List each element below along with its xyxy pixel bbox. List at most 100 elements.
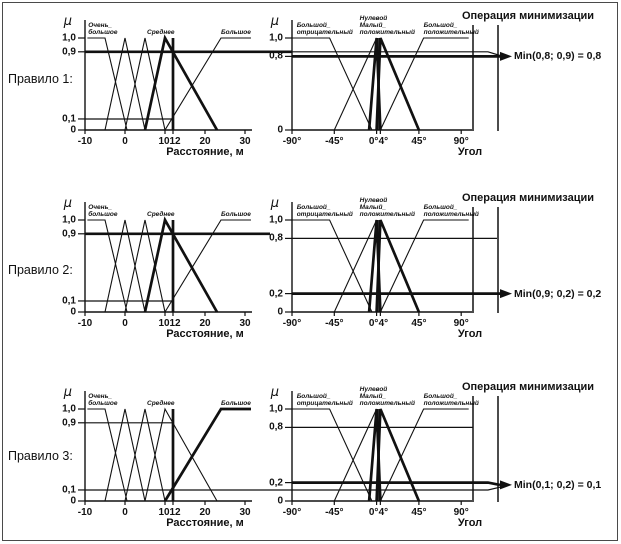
rule-3-label: Правило 3: xyxy=(8,449,73,463)
r3-angle-curve-label: Малый_ xyxy=(359,393,387,400)
r3-angle-curve-label: отрицательный xyxy=(296,400,353,407)
r3-angle-y-tick-label: 0,2 xyxy=(269,477,283,489)
r1-angle-x-tick-label: 4° xyxy=(378,136,389,147)
r1-angle-y-tick-label: 1,0 xyxy=(269,32,283,44)
r3-distance-curve-label: большое xyxy=(88,400,118,407)
r3-angle-fn-malyy-polozhitelnyy xyxy=(375,408,421,502)
r1-distance-y-tick-label: 0,9 xyxy=(62,46,76,58)
rule-1-min-result: Min(0,8; 0,9) = 0,8 xyxy=(514,50,602,63)
r3-angle-x-tick-label: -90° xyxy=(282,507,302,518)
r3-distance-y-tick-label: 0,1 xyxy=(62,484,76,496)
r2-distance-fn-bolshoe xyxy=(164,219,251,313)
r1-angle-axis-caption: Угол xyxy=(457,146,483,158)
r1-activation-line-1 xyxy=(292,51,501,57)
rule-2-min-result: Min(0,9; 0,2) = 0,2 xyxy=(514,287,602,300)
r2-angle-curve-label: Нулевой xyxy=(359,197,388,204)
r3-distance-fn-triangle-peak-0 xyxy=(104,408,146,502)
r3-angle-x-tick-label: 0° xyxy=(368,507,379,518)
r3-distance-x-tick-label: 30 xyxy=(239,507,251,518)
r2-angle-x-tick-label: -90° xyxy=(282,318,302,329)
r2-angle-x-tick-label: 4° xyxy=(378,318,389,329)
r1-angle-curve-label: положительный xyxy=(359,29,415,36)
r2-distance-axis-caption: Расстояние, м xyxy=(166,328,244,340)
r2-distance-y-tick-label: 0,1 xyxy=(62,295,76,307)
r3-angle-x-tick-label: 4° xyxy=(378,507,389,518)
r3-angle-fn-bolshoy-polozhitelnyy xyxy=(379,408,469,502)
rule-1-group xyxy=(78,20,512,134)
r1-distance-curve-label: Большое xyxy=(221,29,251,36)
r1-angle-curve-label: Малый_ xyxy=(359,22,387,29)
r1-angle-x-tick-label: -45° xyxy=(325,136,344,147)
r2-distance-x-tick-label: 12 xyxy=(169,318,181,329)
r1-distance-x-tick-label: -10 xyxy=(77,136,93,147)
r3-distance-x-tick-label: 10 xyxy=(158,507,170,518)
r3-distance-curve-label: Среднее xyxy=(147,400,175,407)
minimization-heading-3: Операция минимизации xyxy=(461,381,595,393)
r1-distance-mu-symbol: μ xyxy=(63,14,72,29)
r1-angle-x-tick-label: -90° xyxy=(282,136,302,147)
r2-angle-x-tick-label: 45° xyxy=(411,318,427,329)
r1-distance-x-tick-label: 30 xyxy=(239,136,251,147)
minimization-heading-1: Операция минимизации xyxy=(461,10,595,22)
r2-angle-mu-symbol: μ xyxy=(270,196,279,211)
r1-angle-mu-symbol: μ xyxy=(270,14,279,29)
r2-angle-curve-label: положительный xyxy=(423,211,479,218)
r1-distance-x-tick-label: 10 xyxy=(158,136,170,147)
r3-distance-curve-label: Очень_ xyxy=(88,393,113,400)
r2-angle-fn-bolshoy-otritsatelnyy xyxy=(289,219,373,313)
r1-angle-x-tick-label: 90° xyxy=(453,136,469,147)
r1-min-arrowhead xyxy=(500,51,512,61)
r2-distance-fn-triangle-peak-5 xyxy=(124,219,166,313)
r1-angle-fn-nulevoy-left-slope xyxy=(333,37,378,131)
r1-angle-curve-label: положительный xyxy=(423,29,479,36)
r3-angle-curve-label: Большой_ xyxy=(296,393,331,400)
r2-distance-curve-label: большое xyxy=(88,211,118,218)
r3-distance-mu-symbol: μ xyxy=(63,385,72,400)
r3-distance-axis-caption: Расстояние, м xyxy=(166,517,244,529)
r1-angle-fn-bolshoy-otritsatelnyy xyxy=(289,37,373,131)
r3-distance-x-tick-label: 0 xyxy=(122,507,128,518)
rule-3-group xyxy=(78,391,512,505)
r1-distance-axis-caption: Расстояние, м xyxy=(166,146,244,158)
r2-distance-y-tick-label: 0,9 xyxy=(62,228,76,240)
r3-distance-fn-triangle-peak-5 xyxy=(124,408,166,502)
r2-distance-y-tick-label: 1,0 xyxy=(62,214,76,226)
r1-angle-curve-label: Большой_ xyxy=(296,22,331,29)
r2-angle-x-tick-label: 0° xyxy=(368,318,379,329)
rule-2-group xyxy=(78,202,512,316)
r3-angle-curve-label: Нулевой xyxy=(359,386,388,393)
r1-distance-x-tick-label: 12 xyxy=(169,136,181,147)
r3-angle-fn-nulevoy-left-slope xyxy=(333,408,378,502)
r3-distance-fn-srednee xyxy=(144,407,218,502)
r1-distance-x-tick-label: 0 xyxy=(122,136,128,147)
r3-distance-fn-bolshoe xyxy=(163,407,251,502)
r2-distance-fn-srednee xyxy=(143,216,219,313)
r1-angle-y-tick-label: 0,8 xyxy=(269,50,283,62)
r2-angle-fn-bolshoy-polozhitelnyy xyxy=(379,219,469,313)
r2-distance-fn-ochen-bolshoe xyxy=(87,219,128,313)
r3-activation-line-3 xyxy=(85,486,501,491)
r1-distance-fn-ochen-bolshoe xyxy=(87,37,128,131)
r2-distance-fn-triangle-peak-0 xyxy=(104,219,146,313)
r2-angle-y-tick-label: 0,8 xyxy=(269,232,283,244)
r1-distance-fn-srednee xyxy=(143,34,219,131)
r3-distance-y-tick-label: 1,0 xyxy=(62,403,76,415)
r3-distance-x-tick-label: -10 xyxy=(77,507,93,518)
r2-angle-y-tick-label: 1,0 xyxy=(269,214,283,226)
rule-1-label: Правило 1: xyxy=(8,72,73,86)
r2-angle-curve-label: положительный xyxy=(359,211,415,218)
r3-angle-fn-bolshoy-otritsatelnyy xyxy=(289,408,373,502)
minimization-heading-2: Операция минимизации xyxy=(461,192,595,204)
r1-angle-x-tick-label: 0° xyxy=(368,136,379,147)
r3-angle-curve-label: положительный xyxy=(359,400,415,407)
r1-distance-curve-label: Среднее xyxy=(147,29,175,36)
r2-distance-x-tick-label: -10 xyxy=(77,318,93,329)
r1-distance-x-tick-label: 20 xyxy=(199,136,211,147)
r3-angle-y-tick-label: 0,8 xyxy=(269,421,283,433)
r3-angle-x-tick-label: -45° xyxy=(325,507,344,518)
r2-angle-y-tick-label: 0,2 xyxy=(269,288,283,300)
r2-angle-curve-label: Большой_ xyxy=(296,204,331,211)
r2-distance-x-tick-label: 30 xyxy=(239,318,251,329)
